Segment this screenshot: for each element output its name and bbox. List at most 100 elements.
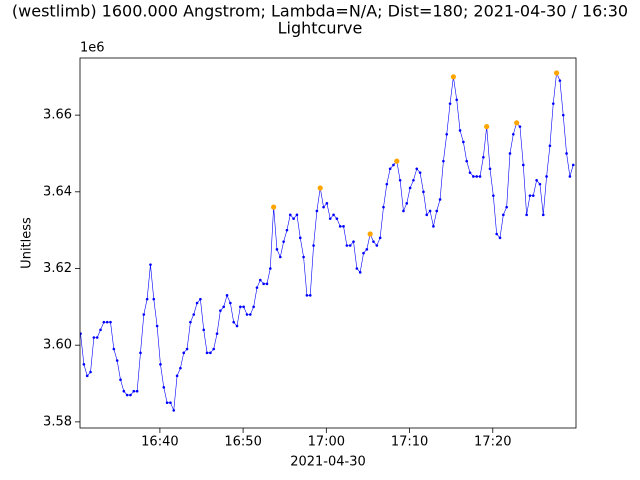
highlight-point (317, 185, 323, 191)
data-point (561, 113, 565, 117)
data-point (328, 217, 332, 220)
data-point (292, 217, 295, 220)
plot-area (80, 70, 575, 412)
data-point (82, 363, 86, 366)
data-point (149, 263, 152, 266)
data-point (345, 244, 349, 247)
data-point (458, 129, 462, 132)
data-point (538, 182, 542, 186)
chart-subtitle: Lightcurve (278, 19, 363, 38)
data-point (285, 228, 289, 232)
series-line (80, 71, 574, 412)
data-point (182, 351, 186, 355)
data-point (268, 267, 272, 270)
data-point (408, 186, 412, 190)
data-point (255, 286, 259, 289)
data-point (239, 305, 242, 309)
data-point (322, 205, 325, 209)
data-point (528, 194, 532, 197)
data-point (551, 102, 555, 105)
data-point (162, 386, 166, 389)
data-point (229, 301, 232, 305)
data-point (375, 244, 379, 247)
data-point (225, 294, 229, 297)
data-point (185, 347, 189, 351)
data-point (192, 313, 196, 316)
data-point (89, 370, 92, 374)
data-point (105, 320, 109, 324)
data-point (531, 194, 535, 197)
data-point (262, 282, 265, 286)
data-point (382, 205, 385, 209)
data-point (342, 225, 345, 228)
data-point (80, 332, 82, 335)
data-point (425, 213, 429, 217)
y-tick-label: 3.62 (43, 261, 72, 276)
data-point (282, 240, 285, 243)
data-point (358, 271, 362, 274)
data-point (95, 336, 99, 339)
data-point (135, 389, 139, 393)
data-point (189, 320, 192, 324)
data-point (468, 171, 472, 174)
data-point (312, 244, 315, 247)
data-point (372, 240, 375, 243)
x-tick-label: 17:10 (391, 435, 428, 450)
data-point (242, 305, 245, 309)
data-point (205, 351, 209, 355)
data-point (415, 167, 419, 171)
plot-frame (79, 57, 577, 429)
data-point (472, 175, 475, 178)
data-point (132, 389, 136, 393)
data-point (212, 347, 216, 351)
data-point (571, 163, 575, 167)
data-point (525, 213, 528, 217)
data-point (278, 255, 282, 259)
data-point (405, 202, 409, 205)
data-point (435, 209, 439, 213)
data-point (172, 409, 176, 412)
data-point (259, 278, 262, 282)
x-tick-label: 17:20 (474, 435, 511, 450)
data-point (455, 98, 459, 102)
y-axis-label: Unitless (20, 217, 35, 269)
data-point (498, 236, 502, 240)
highlight-point (484, 124, 490, 130)
data-point (388, 167, 392, 171)
data-point (495, 232, 498, 236)
data-point (352, 240, 355, 243)
data-point (508, 152, 512, 155)
highlight-point (367, 231, 373, 237)
data-point (545, 175, 548, 178)
data-point (568, 175, 572, 178)
y-tick-label: 3.58 (43, 414, 72, 429)
data-point (235, 324, 239, 328)
data-point (109, 320, 112, 324)
data-point (122, 389, 126, 393)
data-point (502, 213, 505, 217)
data-point (159, 363, 162, 366)
data-point (475, 175, 478, 178)
data-point (488, 167, 492, 171)
data-point (305, 294, 309, 297)
data-point (145, 297, 149, 301)
data-point (535, 179, 538, 182)
data-point (249, 313, 252, 316)
data-point (219, 309, 222, 312)
data-point (315, 209, 319, 213)
data-point (152, 297, 156, 301)
data-point (398, 179, 402, 182)
data-point (465, 159, 469, 163)
y-tick-label: 3.60 (43, 338, 72, 353)
data-point (365, 248, 369, 251)
data-point (362, 251, 365, 255)
data-point (209, 351, 212, 355)
highlight-point (553, 70, 560, 76)
data-point (179, 366, 182, 370)
data-point (332, 213, 335, 217)
data-point (302, 255, 305, 259)
highlight-point (271, 204, 277, 210)
data-point (558, 79, 562, 82)
data-point (505, 205, 508, 209)
chart-title: (westlimb) 1600.000 Angstrom; Lambda=N/A… (12, 2, 628, 21)
